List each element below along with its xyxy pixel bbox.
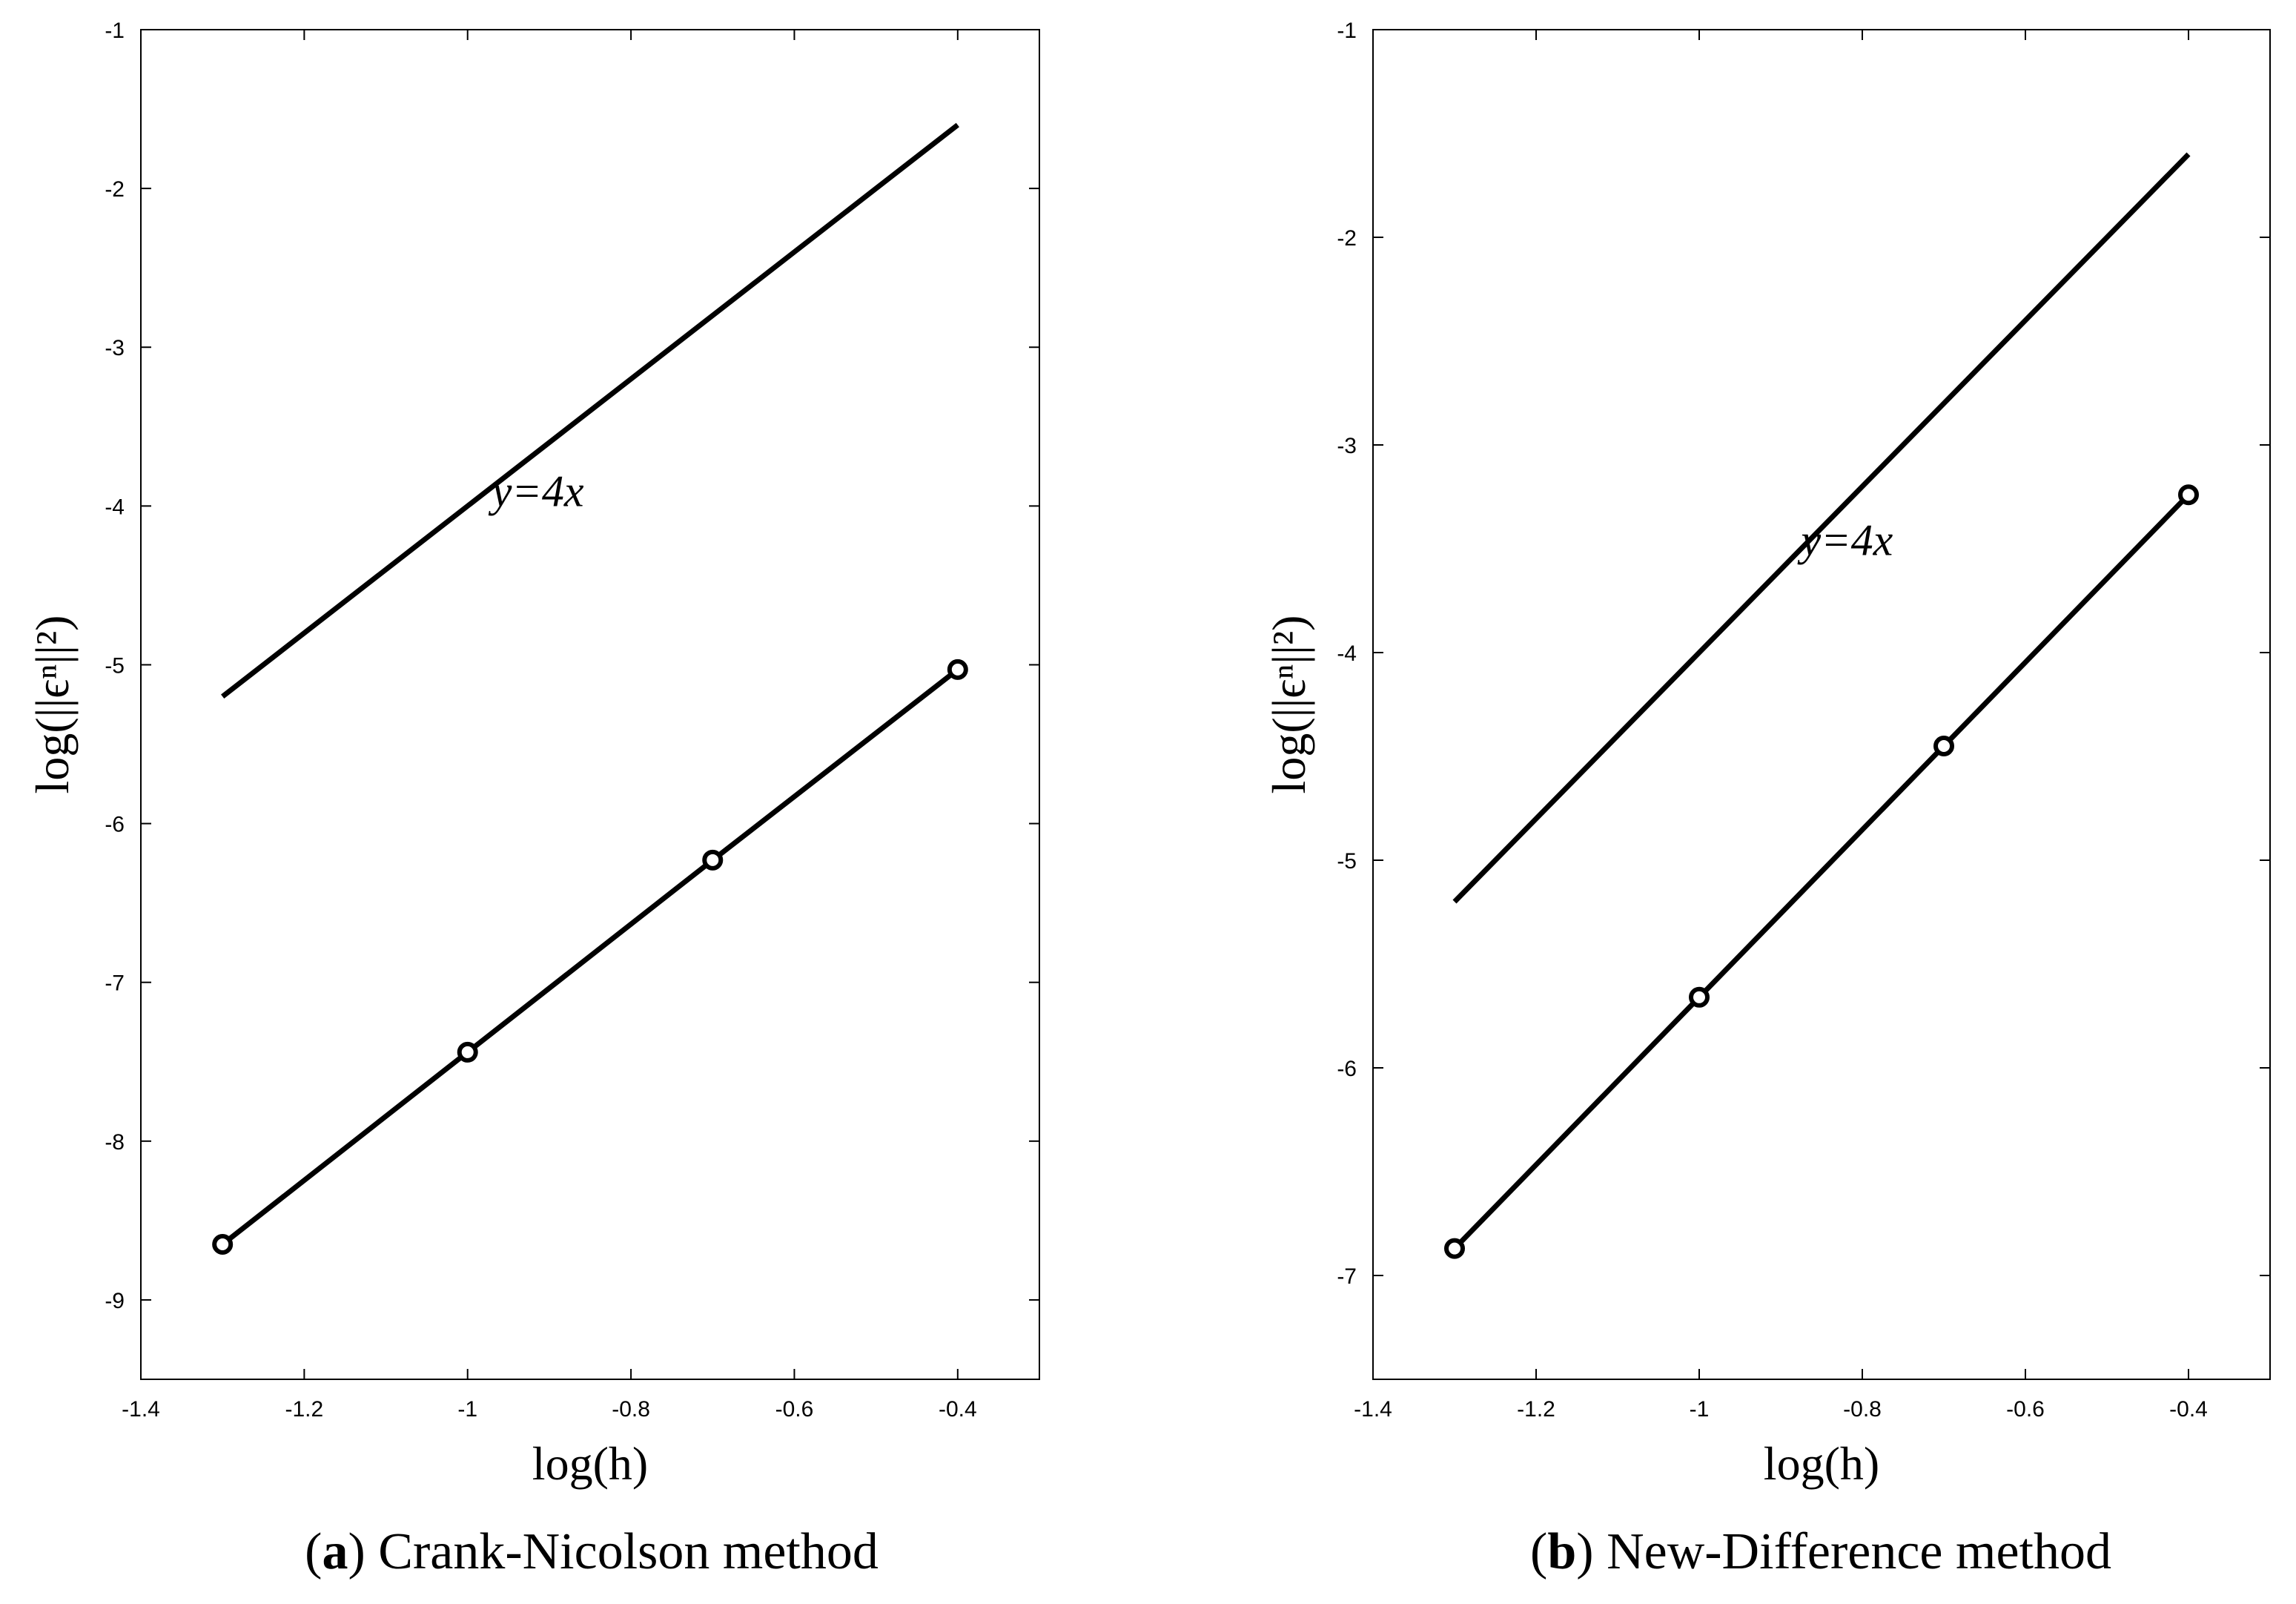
caption-letter: b [1547,1523,1576,1580]
y-tick-label: -8 [105,1130,125,1155]
error-series-line [1452,492,2191,1251]
x-tick-label: -0.8 [1843,1397,1882,1422]
data-point [2178,484,2199,506]
x-tick-label: -1.2 [285,1397,324,1422]
caption-text: New-Difference method [1607,1523,2111,1580]
slope-annotation: y=4x [1797,515,1893,564]
y-tick-label: -7 [105,971,125,996]
y-axis-label: log(||ϵⁿ||²) [26,615,79,794]
chart-panel-a: -1.4 -1.2 -1 -0.8 -0.6 -0.4 -9 -8 -7 -6 -5 -4 -3 -2 -1… [26,19,1040,1580]
x-tick-label: -1.4 [122,1397,160,1422]
error-series-line [221,667,959,1247]
x-tick-label: -1 [1690,1397,1710,1422]
x-tick-label: -1.4 [1354,1397,1392,1422]
y-axis-label: log(||ϵⁿ||²) [1263,615,1315,794]
caption-letter: a [322,1523,348,1580]
plot-frame [1372,29,2271,1380]
y-tick-label: -6 [105,813,125,837]
y-tick-label: -1 [1337,19,1357,43]
y-tick-label: -7 [1337,1264,1357,1289]
x-tick-label: -1 [457,1397,477,1422]
chart-panel-b: -1.4 -1.2 -1 -0.8 -0.6 -0.4 -7 -6 -5 -4 -3 -2 -1 y=4x… [1263,19,2271,1580]
x-tick-label: -0.8 [612,1397,650,1422]
data-point [1933,736,1954,756]
reference-line [221,122,959,699]
data-point [702,849,724,871]
y-tick-label: -5 [1337,849,1357,874]
y-tick-label: -2 [1337,226,1357,251]
caption-text: Crank-Nicolson method [378,1523,879,1580]
panel-caption: (b) New-Difference method [1530,1523,2111,1580]
y-tick-label: -4 [105,495,125,519]
y-tick-label: -2 [105,177,125,202]
y-tick-label: -5 [105,653,125,678]
reference-line [1452,152,2191,904]
y-tick-label: -4 [1337,641,1357,666]
slope-annotation: y=4x [488,466,584,515]
y-tick-label: -6 [1337,1057,1357,1081]
data-point [457,1041,478,1063]
y-tick-label: -3 [105,336,125,360]
x-tick-label: -1.2 [1517,1397,1555,1422]
plot-frame [140,29,1040,1380]
x-tick-label: -0.4 [2169,1397,2208,1422]
x-tick-label: -0.6 [2006,1397,2045,1422]
y-tick-label: -9 [105,1289,125,1313]
x-tick-label: -0.4 [939,1397,977,1422]
data-point [1689,986,1710,1008]
panel-caption: (a) Crank-Nicolson method [305,1523,879,1580]
x-axis-label: log(h) [532,1437,648,1490]
x-axis-label: log(h) [1764,1437,1879,1490]
y-tick-label: -1 [105,19,125,43]
data-point [1444,1238,1465,1259]
data-point [212,1234,234,1255]
y-tick-label: -3 [1337,434,1357,458]
data-point [947,659,968,680]
x-tick-label: -0.6 [775,1397,814,1422]
